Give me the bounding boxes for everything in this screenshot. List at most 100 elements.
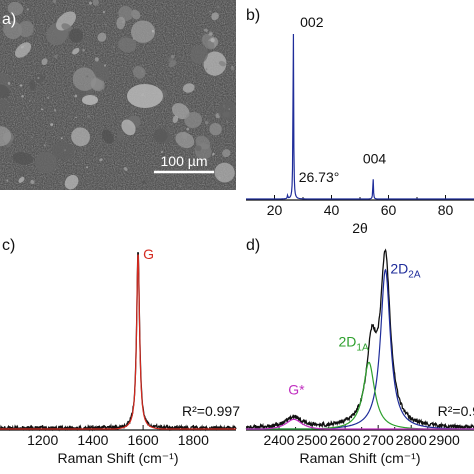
panel-c-x-tick-label: 1600 <box>128 432 159 448</box>
sem-particle <box>74 94 78 98</box>
sem-particle <box>56 11 77 31</box>
panel-c-label: c) <box>2 237 15 254</box>
sem-particle <box>116 16 126 30</box>
panel-b-label: b) <box>246 7 260 24</box>
sem-particle <box>60 181 63 184</box>
sem-particle <box>54 109 57 112</box>
sem-particle <box>150 11 153 14</box>
sem-particle <box>0 126 12 147</box>
panel-b-annotation: 004 <box>363 151 387 167</box>
sem-particle <box>7 1 24 16</box>
sem-particle <box>97 154 100 157</box>
panel-c-x-tick-label: 1800 <box>178 432 209 448</box>
sem-particle <box>168 60 177 68</box>
panel-b-annotation: 26.73° <box>299 169 340 185</box>
sem-particle <box>218 100 236 121</box>
sem-particle <box>18 170 25 175</box>
sem-particle <box>71 127 90 147</box>
panel-d-x-tick-label: 2800 <box>396 432 427 448</box>
panel-a-label: a) <box>2 11 16 28</box>
sem-particle <box>51 141 75 160</box>
sem-particle <box>29 80 36 91</box>
sem-particle <box>69 28 84 43</box>
sem-particle <box>203 51 227 76</box>
sem-particle <box>130 9 141 20</box>
sem-particle <box>158 175 161 178</box>
sem-particle <box>210 38 215 43</box>
sem-particle <box>72 67 97 91</box>
sem-particle <box>30 180 35 184</box>
sem-particle <box>72 47 80 55</box>
sem-particle <box>209 122 222 136</box>
sem-particle <box>205 40 215 50</box>
sem-particle <box>82 48 85 52</box>
sem-particle <box>88 1 92 5</box>
sem-particle <box>133 107 136 109</box>
panel-d-series-3 <box>246 418 474 430</box>
sem-particle <box>212 152 215 156</box>
sem-particle <box>185 101 188 105</box>
sem-particle <box>230 66 235 71</box>
panel-d-annotation: 2D1A <box>339 333 369 353</box>
sem-particle <box>17 20 34 38</box>
sem-particle <box>172 115 179 124</box>
sem-particle <box>171 54 175 59</box>
sem-particle <box>33 99 36 102</box>
sem-particle <box>94 57 99 62</box>
panel-d-x-tick-label: 2400 <box>263 432 294 448</box>
sem-particle <box>14 42 32 58</box>
panel-d-x-tick-label: 2900 <box>429 432 460 448</box>
sem-particle <box>214 162 235 183</box>
sem-particle <box>86 75 89 78</box>
sem-particle <box>50 123 54 127</box>
sem-particle <box>205 68 208 71</box>
sem-particle <box>0 99 10 112</box>
sem-particle <box>102 10 105 14</box>
sem-particle <box>179 185 182 188</box>
panel-c-x-axis-label: Raman Shift (cm⁻¹) <box>58 450 179 466</box>
sem-particle <box>119 66 124 72</box>
panel-d-x-axis-label: Raman Shift (cm⁻¹) <box>300 450 421 466</box>
sem-particle <box>7 81 11 85</box>
sem-particle <box>110 110 112 113</box>
sem-particle <box>112 46 115 49</box>
sem-particle <box>18 176 25 183</box>
sem-particle <box>190 45 209 64</box>
sem-particle <box>226 120 229 123</box>
sem-particle <box>3 20 22 40</box>
sem-particle <box>87 89 93 96</box>
sem-particle <box>151 29 155 33</box>
sem-particle <box>118 37 137 53</box>
panel-c-x-tick-label: 1200 <box>27 432 58 448</box>
sem-particle <box>123 167 128 171</box>
sem-particle <box>54 54 58 59</box>
sem-particle <box>31 136 33 139</box>
sem-particle <box>181 131 188 140</box>
panel-c-x-tick-label: 1400 <box>77 432 108 448</box>
sem-particle <box>52 0 57 4</box>
sem-particle <box>209 10 212 13</box>
sem-particle <box>40 108 43 111</box>
sem-particle <box>222 149 231 158</box>
sem-particle <box>64 149 67 152</box>
sem-particle <box>153 128 168 143</box>
sem-particle <box>182 83 195 93</box>
sem-particle <box>39 185 42 189</box>
panel-b-xrd-chart: 20 40 60 80 2θ 002 004 26.73° <box>246 14 474 236</box>
panel-d-label: d) <box>246 237 260 254</box>
sem-particle <box>15 7 18 11</box>
sem-particle <box>186 127 190 131</box>
sem-particle <box>92 0 99 6</box>
sem-particle <box>228 108 230 111</box>
panel-b-annotation: 002 <box>300 14 324 30</box>
sem-particle <box>218 61 226 67</box>
panel-c-raman-g-chart: 1200 1400 1600 1800 Raman Shift (cm⁻¹) G R²=0.… <box>0 246 240 466</box>
panel-d-x-tick-label: 2600 <box>330 432 361 448</box>
sem-particle <box>37 76 40 80</box>
sem-particle <box>175 131 195 149</box>
sem-particle <box>216 5 220 9</box>
sem-particle <box>168 154 171 157</box>
sem-particle <box>87 115 91 118</box>
sem-particle <box>103 64 107 67</box>
panel-d-annotation: R²=0.99 <box>438 403 474 419</box>
